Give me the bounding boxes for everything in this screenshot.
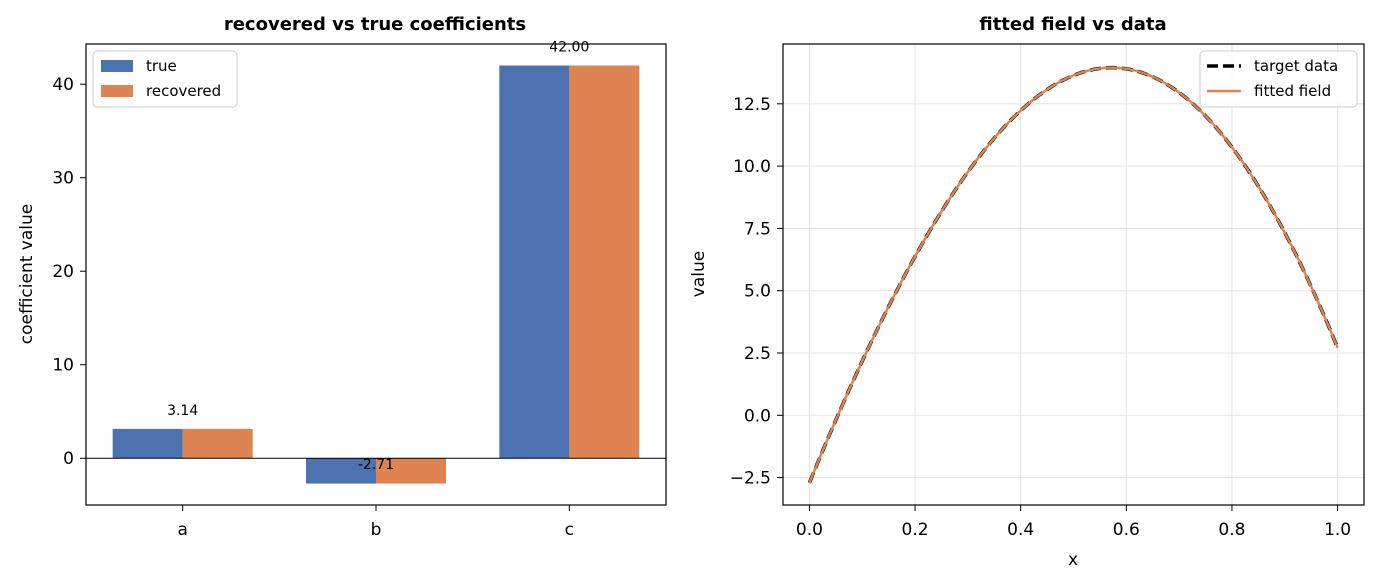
data-label-a: 3.14: [167, 403, 198, 419]
x-tick-label-c: c: [565, 520, 574, 540]
y-tick-label: 12.5: [733, 95, 771, 115]
line-chart-axes: −2.5 0.0 2.5 5.0 7.5 10.0 12.5 0.0 0.2 0.4 0.6 0.8 1…: [730, 43, 1365, 540]
bar-true-c: [499, 65, 570, 459]
y-tick-label: 7.5: [744, 219, 771, 239]
line-chart-fitted-field: fitted field vs data −2.5 0.0 2.5 5.0 7.5 10.…: [689, 14, 1365, 570]
bar-recovered-c: [569, 65, 640, 459]
x-tick-label: 0.2: [902, 520, 929, 540]
y-tick-label: 10.0: [733, 157, 771, 177]
x-tick-label: 0.0: [796, 520, 823, 540]
bar-recovered-b: [376, 458, 446, 484]
x-tick-label: 0.8: [1218, 520, 1245, 540]
bar-chart-title: recovered vs true coefficients: [224, 14, 526, 35]
x-tick-label-a: a: [177, 520, 187, 540]
bar-true-b: [306, 458, 376, 484]
y-tick-label: 30: [52, 169, 74, 189]
x-tick-label: 1.0: [1324, 520, 1351, 540]
bar-chart-axes: 0 10 20 30 40 a b c: [52, 43, 667, 540]
y-tick-label: 10: [52, 356, 74, 376]
series-line-target-data: [807, 65, 1340, 484]
x-tick-label: 0.6: [1113, 520, 1140, 540]
bar-recovered-a: [182, 428, 253, 459]
y-tick-label: 20: [52, 262, 74, 282]
series-line-fitted-field: [808, 66, 1339, 484]
y-tick-label: −2.5: [730, 469, 771, 489]
legend-swatch-true: [101, 60, 133, 72]
y-tick-label: 5.0: [744, 282, 771, 302]
bar-chart-legend: true recovered: [92, 50, 238, 108]
data-label-b: -2.71: [358, 457, 394, 473]
legend-label-recovered: recovered: [146, 82, 221, 100]
bar-true-a: [112, 428, 183, 459]
plot-frame: [782, 43, 1365, 506]
bar-chart-y-axis-label: coefficient value: [17, 204, 37, 344]
y-tick-label: 2.5: [744, 344, 771, 364]
legend-swatch-recovered: [101, 85, 133, 97]
legend-label-true: true: [146, 57, 177, 75]
line-chart-y-axis-label: value: [689, 251, 709, 297]
line-chart-x-axis-label: x: [1068, 550, 1078, 570]
y-tick-label: 0.0: [744, 406, 771, 426]
legend-label-fitted-field: fitted field: [1254, 82, 1331, 100]
line-chart-legend: target data fitted field: [1199, 50, 1358, 108]
bar-chart-coefficients: recovered vs true coefficients 3.14 -2.71…: [17, 14, 667, 540]
x-tick-label-b: b: [371, 520, 382, 540]
line-chart-marks: [807, 65, 1340, 484]
legend-label-target-data: target data: [1254, 57, 1338, 75]
y-tick-label: 0: [63, 449, 74, 469]
line-chart-grid: [783, 44, 1364, 505]
data-label-c: 42.00: [549, 40, 589, 56]
x-tick-label: 0.4: [1007, 520, 1034, 540]
line-chart-title: fitted field vs data: [979, 14, 1166, 35]
y-tick-label: 40: [52, 75, 74, 95]
